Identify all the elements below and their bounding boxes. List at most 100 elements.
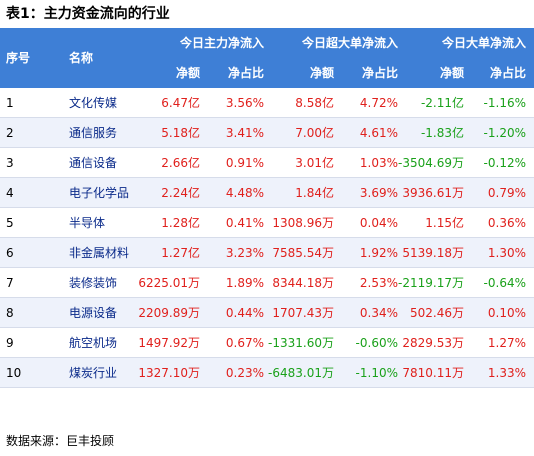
industry-name: 电子化学品	[69, 186, 130, 200]
super-net-amount: 1.84亿	[295, 186, 334, 200]
main-net-ratio: 0.67%	[225, 336, 264, 350]
table-row: 1 文化传媒 6.47亿 3.56% 8.58亿 4.72% -2.11亿 -1.16%	[0, 88, 534, 118]
industry-name: 通信服务	[69, 126, 118, 140]
header-sub-amount-3: 净额	[439, 66, 464, 80]
super-net-amount: -1331.60万	[268, 336, 334, 350]
large-net-amount: 1.15亿	[425, 216, 464, 230]
main-net-amount: 6.47亿	[161, 96, 200, 110]
super-net-amount: 7585.54万	[272, 246, 334, 260]
table-row: 8 电源设备 2209.89万 0.44% 1707.43万 0.34% 502.46万 0.…	[0, 298, 534, 328]
large-net-ratio: 1.30%	[487, 246, 526, 260]
large-net-amount: 5139.18万	[402, 246, 464, 260]
table-row: 9 航空机场 1497.92万 0.67% -1331.60万 -0.60% 2829.53…	[0, 328, 534, 358]
large-net-ratio: -1.20%	[483, 126, 526, 140]
super-net-amount: 8.58亿	[295, 96, 334, 110]
table-body: 1 文化传媒 6.47亿 3.56% 8.58亿 4.72% -2.11亿 -1.16% 2 通信…	[0, 88, 534, 388]
row-index: 2	[6, 126, 14, 140]
large-net-amount: -3504.69万	[398, 156, 464, 170]
large-net-amount: -2.11亿	[420, 96, 464, 110]
table-row: 7 装修装饰 6225.01万 1.89% 8344.18万 2.53% -2119.17万…	[0, 268, 534, 298]
main-net-amount: 1.27亿	[161, 246, 200, 260]
header-sub-amount-2: 净额	[309, 66, 334, 80]
table-header: 序号 名称 今日主力净流入 今日超大单净流入 今日大单净流入 净额 净占比 净额…	[0, 28, 534, 88]
super-net-amount: 7.00亿	[295, 126, 334, 140]
super-net-amount: 8344.18万	[272, 276, 334, 290]
header-sub-amount-1: 净额	[175, 66, 200, 80]
table-row: 6 非金属材料 1.27亿 3.23% 7585.54万 1.92% 5139.18万 1.3…	[0, 238, 534, 268]
large-net-amount: 3936.61万	[402, 186, 464, 200]
main-net-ratio: 0.91%	[225, 156, 264, 170]
large-net-ratio: 1.27%	[487, 336, 526, 350]
large-net-amount: 502.46万	[410, 306, 464, 320]
main-net-ratio: 3.41%	[225, 126, 264, 140]
super-net-ratio: 1.03%	[359, 156, 398, 170]
main-net-amount: 1.28亿	[161, 216, 200, 230]
table-row: 2 通信服务 5.18亿 3.41% 7.00亿 4.61% -1.83亿 -1.20%	[0, 118, 534, 148]
header-name: 名称	[69, 51, 94, 65]
industry-name: 非金属材料	[69, 246, 130, 260]
super-net-ratio: 1.92%	[359, 246, 398, 260]
large-net-ratio: -0.12%	[483, 156, 526, 170]
large-net-ratio: -1.16%	[483, 96, 526, 110]
main-net-amount: 2.24亿	[161, 186, 200, 200]
large-net-ratio: 0.36%	[487, 216, 526, 230]
main-net-amount: 1327.10万	[138, 366, 200, 380]
table-row: 4 电子化学品 2.24亿 4.48% 1.84亿 3.69% 3936.61万 0.79%	[0, 178, 534, 208]
super-net-amount: 1707.43万	[272, 306, 334, 320]
header-sub-ratio-1: 净占比	[227, 66, 264, 80]
main-net-amount: 2209.89万	[138, 306, 200, 320]
table-row: 10 煤炭行业 1327.10万 0.23% -6483.01万 -1.10% 7810.1…	[0, 358, 534, 388]
row-index: 1	[6, 96, 14, 110]
row-index: 9	[6, 336, 14, 350]
row-index: 4	[6, 186, 14, 200]
table-row: 5 半导体 1.28亿 0.41% 1308.96万 0.04% 1.15亿 0.36%	[0, 208, 534, 238]
main-net-ratio: 3.56%	[225, 96, 264, 110]
main-net-amount: 1497.92万	[138, 336, 200, 350]
main-net-amount: 2.66亿	[161, 156, 200, 170]
main-net-amount: 5.18亿	[161, 126, 200, 140]
industry-name: 煤炭行业	[69, 366, 118, 380]
large-net-ratio: 0.10%	[487, 306, 526, 320]
header-index: 序号	[6, 51, 31, 65]
header-group-main: 今日主力净流入	[179, 36, 264, 50]
header-sub-ratio-3: 净占比	[489, 66, 526, 80]
main-net-amount: 6225.01万	[138, 276, 200, 290]
super-net-ratio: 3.69%	[359, 186, 398, 200]
large-net-amount: -2119.17万	[398, 276, 464, 290]
super-net-ratio: 0.34%	[359, 306, 398, 320]
super-net-ratio: 2.53%	[359, 276, 398, 290]
large-net-ratio: -0.64%	[483, 276, 526, 290]
main-net-ratio: 4.48%	[225, 186, 264, 200]
row-index: 10	[6, 366, 22, 380]
row-index: 5	[6, 216, 14, 230]
super-net-amount: -6483.01万	[268, 366, 334, 380]
table-title: 表1：主力资金流向的行业	[6, 6, 170, 22]
header-sub-ratio-2: 净占比	[361, 66, 398, 80]
main-net-ratio: 0.44%	[225, 306, 264, 320]
industry-name: 航空机场	[69, 336, 118, 350]
industry-name: 装修装饰	[69, 276, 118, 290]
super-net-ratio: 4.72%	[359, 96, 398, 110]
large-net-amount: 2829.53万	[402, 336, 464, 350]
large-net-amount: 7810.11万	[402, 366, 464, 380]
industry-name: 文化传媒	[69, 96, 118, 110]
main-net-ratio: 1.89%	[225, 276, 264, 290]
main-net-ratio: 0.23%	[225, 366, 264, 380]
data-source: 数据来源：巨丰投顾	[6, 434, 115, 448]
super-net-ratio: -1.10%	[355, 366, 398, 380]
table-row: 3 通信设备 2.66亿 0.91% 3.01亿 1.03% -3504.69万 -0.12%	[0, 148, 534, 178]
main-net-ratio: 0.41%	[225, 216, 264, 230]
main-net-ratio: 3.23%	[225, 246, 264, 260]
super-net-ratio: 4.61%	[359, 126, 398, 140]
large-net-ratio: 1.33%	[487, 366, 526, 380]
header-group-super: 今日超大单净流入	[301, 36, 398, 50]
row-index: 3	[6, 156, 14, 170]
industry-name: 通信设备	[69, 156, 118, 170]
super-net-amount: 1308.96万	[272, 216, 334, 230]
row-index: 6	[6, 246, 14, 260]
super-net-amount: 3.01亿	[295, 156, 334, 170]
super-net-ratio: -0.60%	[355, 336, 398, 350]
header-group-large: 今日大单净流入	[441, 36, 526, 50]
super-net-ratio: 0.04%	[359, 216, 398, 230]
row-index: 8	[6, 306, 14, 320]
